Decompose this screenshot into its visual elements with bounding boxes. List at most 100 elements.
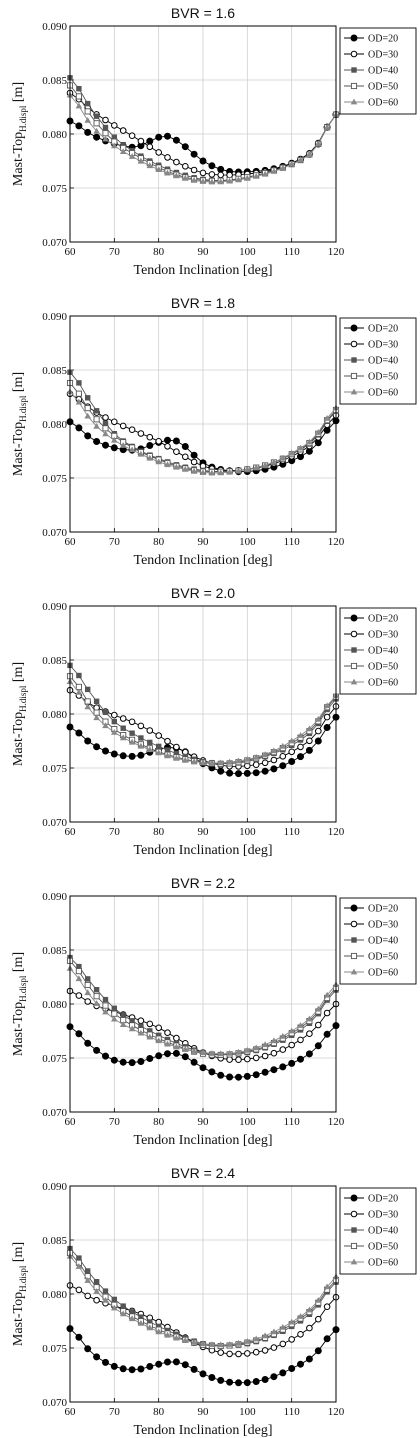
data-point xyxy=(146,143,154,151)
data-point xyxy=(279,1324,287,1330)
data-point xyxy=(119,442,127,448)
data-point xyxy=(128,1366,136,1374)
data-point xyxy=(315,1297,322,1303)
y-axis-label-main: Mast-Top xyxy=(11,712,26,766)
y-axis-label: Mast-TopH.displ [m] xyxy=(11,952,28,1056)
data-point xyxy=(199,1340,207,1347)
data-point xyxy=(128,718,136,726)
x-tick-label: 70 xyxy=(109,1116,121,1128)
data-point xyxy=(76,963,82,970)
series-od-60 xyxy=(66,388,340,476)
x-tick-label: 120 xyxy=(328,536,345,548)
y-tick-label: 0.070 xyxy=(42,527,67,539)
data-point xyxy=(120,1303,126,1309)
legend-label: OD=50 xyxy=(368,662,398,673)
data-point xyxy=(279,1046,287,1053)
y-axis-label-subscript: H.displ xyxy=(18,395,28,422)
data-point xyxy=(270,458,278,465)
data-point xyxy=(84,128,92,136)
plot-frame xyxy=(69,25,337,243)
legend: OD=20 OD=30 OD=40 OD=50 OD=60 xyxy=(339,607,417,695)
data-point xyxy=(323,1283,331,1290)
data-point xyxy=(217,1050,224,1057)
data-point xyxy=(85,1268,91,1274)
chart-panel-5: BVR = 2.4 60 70 80 90 100 110 120 0.070 0.075 0.08… xyxy=(11,1165,417,1438)
data-point xyxy=(173,158,180,166)
data-point xyxy=(314,737,322,745)
data-point xyxy=(102,420,109,426)
legend-label: OD=50 xyxy=(368,372,398,383)
data-point xyxy=(120,725,126,731)
data-point xyxy=(190,176,198,183)
data-point xyxy=(164,1331,171,1338)
data-point xyxy=(208,171,216,178)
data-point xyxy=(288,1059,296,1067)
data-point xyxy=(93,987,100,993)
data-point xyxy=(323,415,331,421)
data-point xyxy=(190,166,198,174)
data-point xyxy=(129,1018,135,1024)
y-axis-label-main: Mast-Top xyxy=(11,1002,26,1056)
data-point xyxy=(323,724,331,731)
data-point xyxy=(110,1362,118,1370)
data-point xyxy=(76,672,82,679)
plot-frame xyxy=(69,1185,337,1403)
data-point xyxy=(146,1020,154,1028)
data-point xyxy=(173,463,180,470)
data-point xyxy=(306,438,313,445)
data-point xyxy=(315,1021,322,1029)
data-point xyxy=(110,444,118,452)
series-od-60 xyxy=(66,91,340,185)
chart-title: BVR = 1.8 xyxy=(171,295,235,311)
data-point xyxy=(190,758,198,765)
data-point xyxy=(305,746,313,754)
data-point xyxy=(119,422,127,430)
data-point xyxy=(217,165,225,173)
data-point xyxy=(75,398,83,405)
x-axis-label: Tendon Inclination [deg] xyxy=(134,553,273,568)
y-axis-label-unit: [m] xyxy=(11,662,26,686)
data-point xyxy=(172,136,180,144)
y-axis-label-unit: [m] xyxy=(11,952,26,976)
data-point xyxy=(297,444,304,451)
data-point xyxy=(137,1029,145,1036)
data-point xyxy=(137,157,145,164)
data-point xyxy=(93,714,100,721)
data-point xyxy=(252,1054,260,1062)
y-tick-label: 0.080 xyxy=(42,999,67,1011)
data-point xyxy=(190,1338,198,1345)
data-point xyxy=(217,1376,225,1384)
legend: OD=20 OD=30 OD=40 OD=50 OD=60 xyxy=(339,317,417,405)
data-point xyxy=(147,739,153,746)
data-point xyxy=(182,163,189,170)
data-point xyxy=(137,1320,145,1326)
data-point xyxy=(120,142,126,148)
data-point xyxy=(226,769,234,777)
data-point xyxy=(270,765,278,773)
legend-label: OD=40 xyxy=(368,936,398,947)
legend-label: OD=30 xyxy=(368,340,398,351)
data-point xyxy=(84,998,91,1005)
data-point xyxy=(164,443,171,450)
legend-marker xyxy=(351,1227,357,1233)
data-point xyxy=(128,752,136,760)
data-point xyxy=(102,130,109,137)
y-tick-label: 0.090 xyxy=(42,601,67,613)
data-point xyxy=(102,414,109,421)
legend-marker xyxy=(350,50,358,58)
data-point xyxy=(243,1379,251,1387)
data-point xyxy=(252,173,260,179)
data-point xyxy=(173,172,180,179)
data-point xyxy=(288,737,295,744)
data-point xyxy=(111,729,118,735)
data-point xyxy=(128,426,136,434)
y-axis-label: Mast-TopH.displ [m] xyxy=(11,662,28,766)
data-point xyxy=(164,747,171,753)
x-tick-label: 110 xyxy=(284,826,301,838)
legend-marker xyxy=(350,1210,358,1218)
data-point xyxy=(75,992,83,999)
data-point xyxy=(235,1048,242,1055)
data-point xyxy=(111,134,117,140)
data-point xyxy=(182,466,189,472)
